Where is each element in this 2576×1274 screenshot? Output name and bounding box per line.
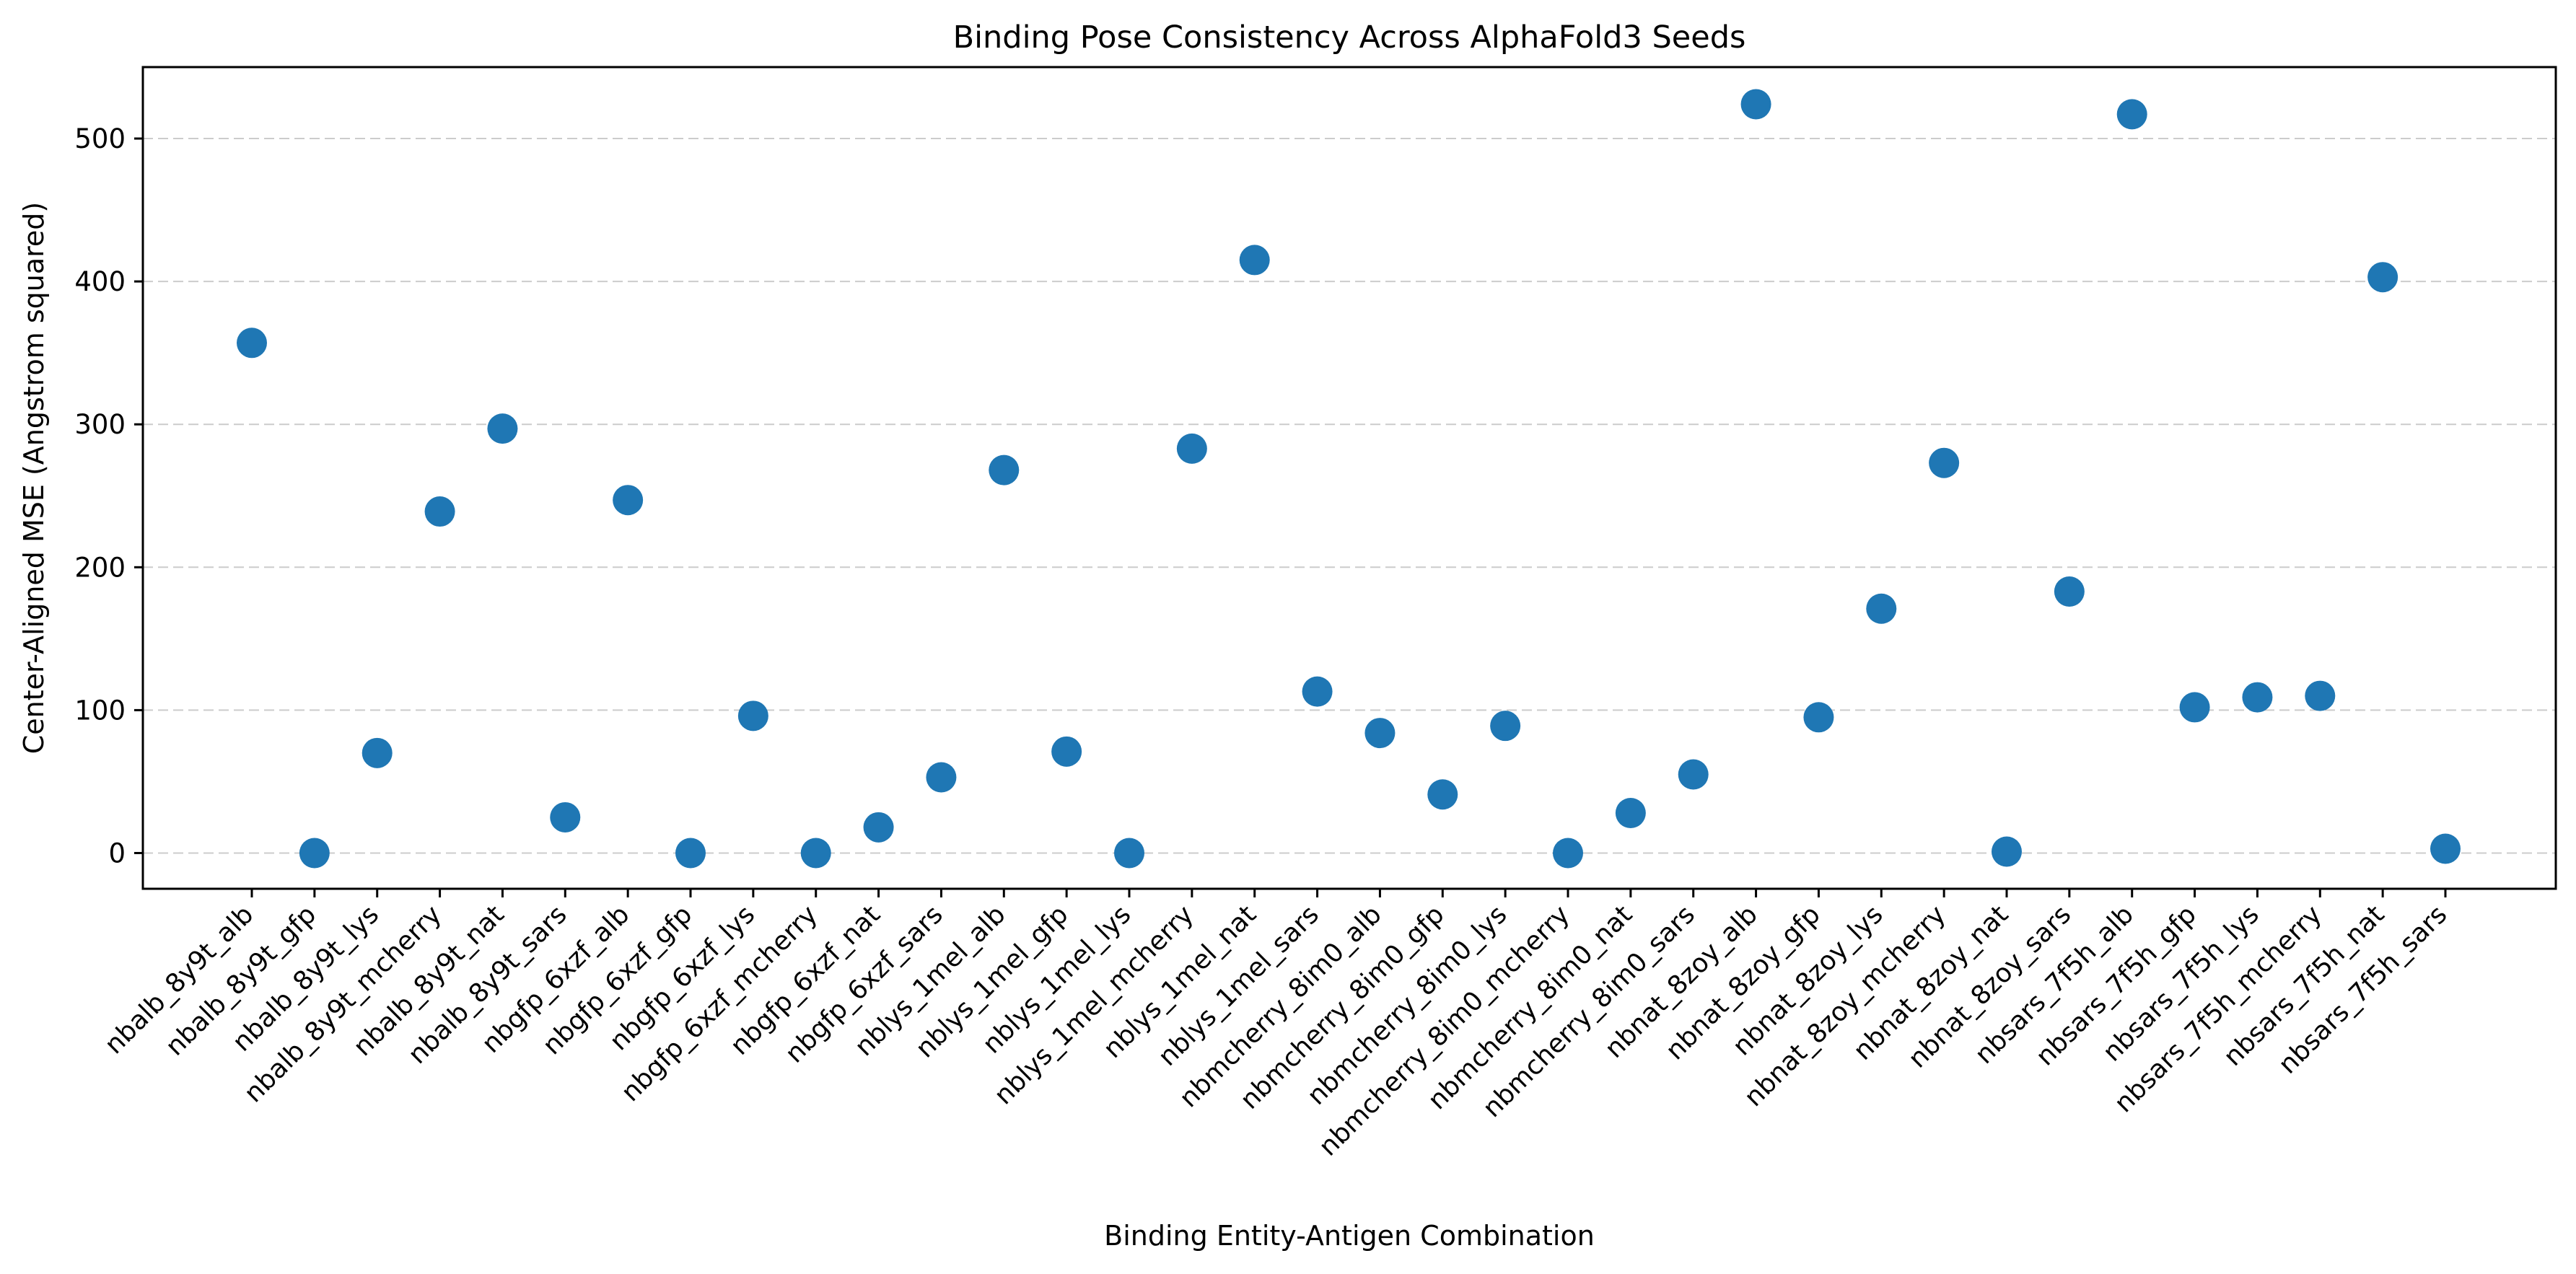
data-point [237, 328, 267, 359]
data-point [299, 838, 330, 869]
y-axis: 0 100 200 300 400 500 [74, 123, 143, 869]
data-point [1929, 447, 1960, 478]
y-tick-label: 0 [108, 838, 126, 869]
data-point [2430, 833, 2461, 864]
data-point [424, 496, 455, 527]
y-tick-label: 100 [74, 695, 126, 726]
data-point [550, 801, 581, 833]
data-point [1364, 718, 1396, 749]
data-point [2179, 692, 2210, 723]
data-point [1678, 759, 1709, 790]
data-point [2116, 99, 2147, 130]
data-point [1114, 838, 1144, 869]
data-point [2054, 576, 2085, 607]
data-point [1553, 838, 1583, 869]
y-tick-label: 300 [74, 409, 126, 440]
data-point [2242, 682, 2273, 713]
y-tick-label: 200 [74, 552, 126, 583]
data-point [1490, 711, 1521, 742]
data-point [675, 838, 706, 869]
data-point [2367, 262, 2398, 293]
x-axis: nbalb_8y9t_albnbalb_8y9t_gfpnbalb_8y9t_l… [100, 889, 2453, 1162]
x-axis-title: Binding Entity-Antigen Combination [1104, 1220, 1595, 1252]
data-point [2305, 680, 2336, 711]
data-point [737, 700, 768, 732]
data-point [362, 737, 393, 768]
y-axis-title: Center-Aligned MSE (Angstrom squared) [18, 202, 50, 755]
data-point [1740, 89, 1771, 120]
y-tick-label: 400 [74, 266, 126, 297]
data-point [1866, 593, 1897, 624]
data-point [1427, 779, 1458, 810]
plot-area-frame [141, 66, 2557, 890]
data-points [237, 89, 2461, 869]
y-tick-label: 500 [74, 123, 126, 154]
data-point [863, 812, 894, 843]
data-point [1239, 245, 1270, 276]
data-point [487, 413, 518, 444]
data-point [1615, 798, 1646, 829]
data-point [1302, 676, 1333, 707]
data-point [1176, 433, 1207, 464]
data-point [1992, 836, 2022, 867]
grid-lines [143, 138, 2556, 854]
data-point [989, 454, 1020, 486]
data-point [1051, 736, 1082, 767]
data-point [1803, 702, 1834, 733]
data-point [613, 485, 644, 516]
data-point [926, 762, 957, 793]
chart-title: Binding Pose Consistency Across AlphaFol… [953, 19, 1746, 56]
data-point [800, 838, 831, 869]
